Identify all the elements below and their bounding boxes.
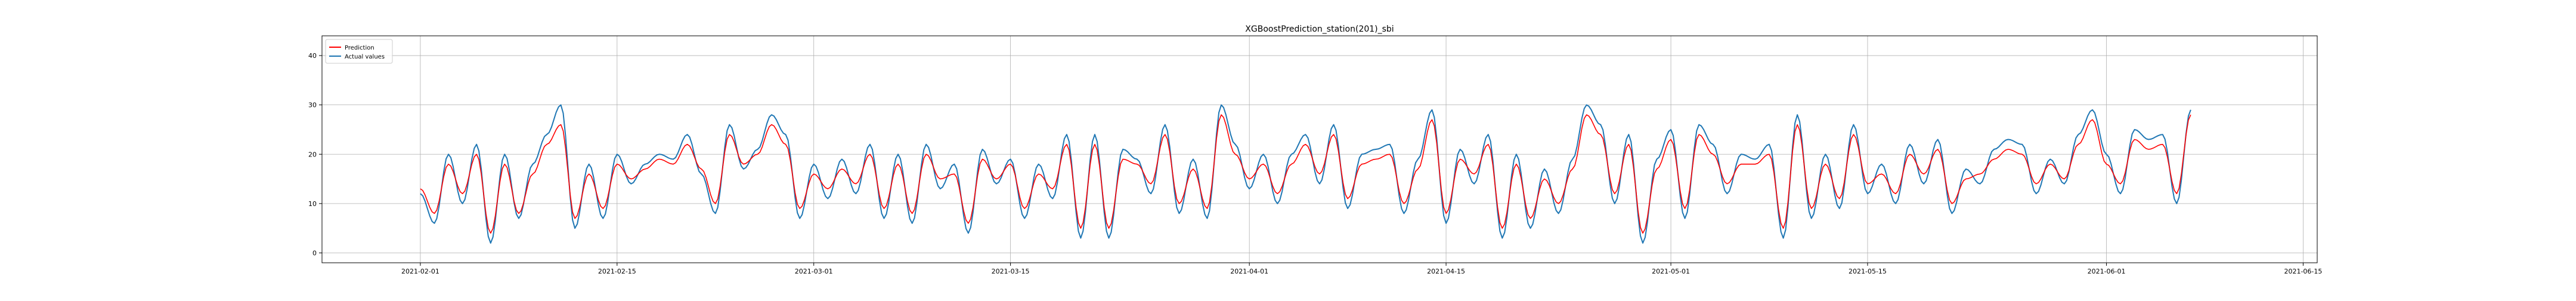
x-tick-label: 2021-02-15 [598, 268, 636, 275]
x-tick-label: 2021-04-01 [1230, 268, 1268, 275]
x-tick-label: 2021-03-15 [992, 268, 1030, 275]
x-tick-label: 2021-06-15 [2284, 268, 2322, 275]
legend-label: Actual values [345, 54, 385, 60]
x-tick-label: 2021-05-01 [1652, 268, 1690, 275]
y-tick-label: 40 [308, 52, 317, 60]
series-line-prediction [420, 114, 2191, 234]
chart-title: XGBoostPrediction_station(201)_sbi [1245, 24, 1394, 34]
y-tick-label: 20 [308, 150, 317, 158]
series-group [420, 104, 2191, 244]
x-tick-label: 2021-02-01 [401, 268, 439, 275]
legend: Prediction Actual values [325, 39, 393, 64]
x-tick-label: 2021-04-15 [1427, 268, 1465, 275]
y-tick-label: 30 [308, 102, 317, 109]
x-axis: 2021-02-01 2021-02-15 2021-03-01 2021-03-15… [401, 263, 2322, 275]
plot-area [322, 36, 2317, 263]
y-tick-label: 0 [312, 249, 317, 257]
y-tick-label: 10 [308, 200, 317, 208]
x-tick-label: 2021-03-01 [795, 268, 833, 275]
x-tick-label: 2021-05-15 [1849, 268, 1887, 275]
x-tick-label: 2021-06-01 [2088, 268, 2126, 275]
legend-box [325, 39, 393, 64]
y-axis: 0 10 20 30 40 [308, 52, 322, 257]
grid [322, 36, 2317, 263]
legend-label: Prediction [345, 45, 374, 51]
series-line-actual [420, 104, 2191, 244]
plot-frame [321, 35, 2318, 263]
